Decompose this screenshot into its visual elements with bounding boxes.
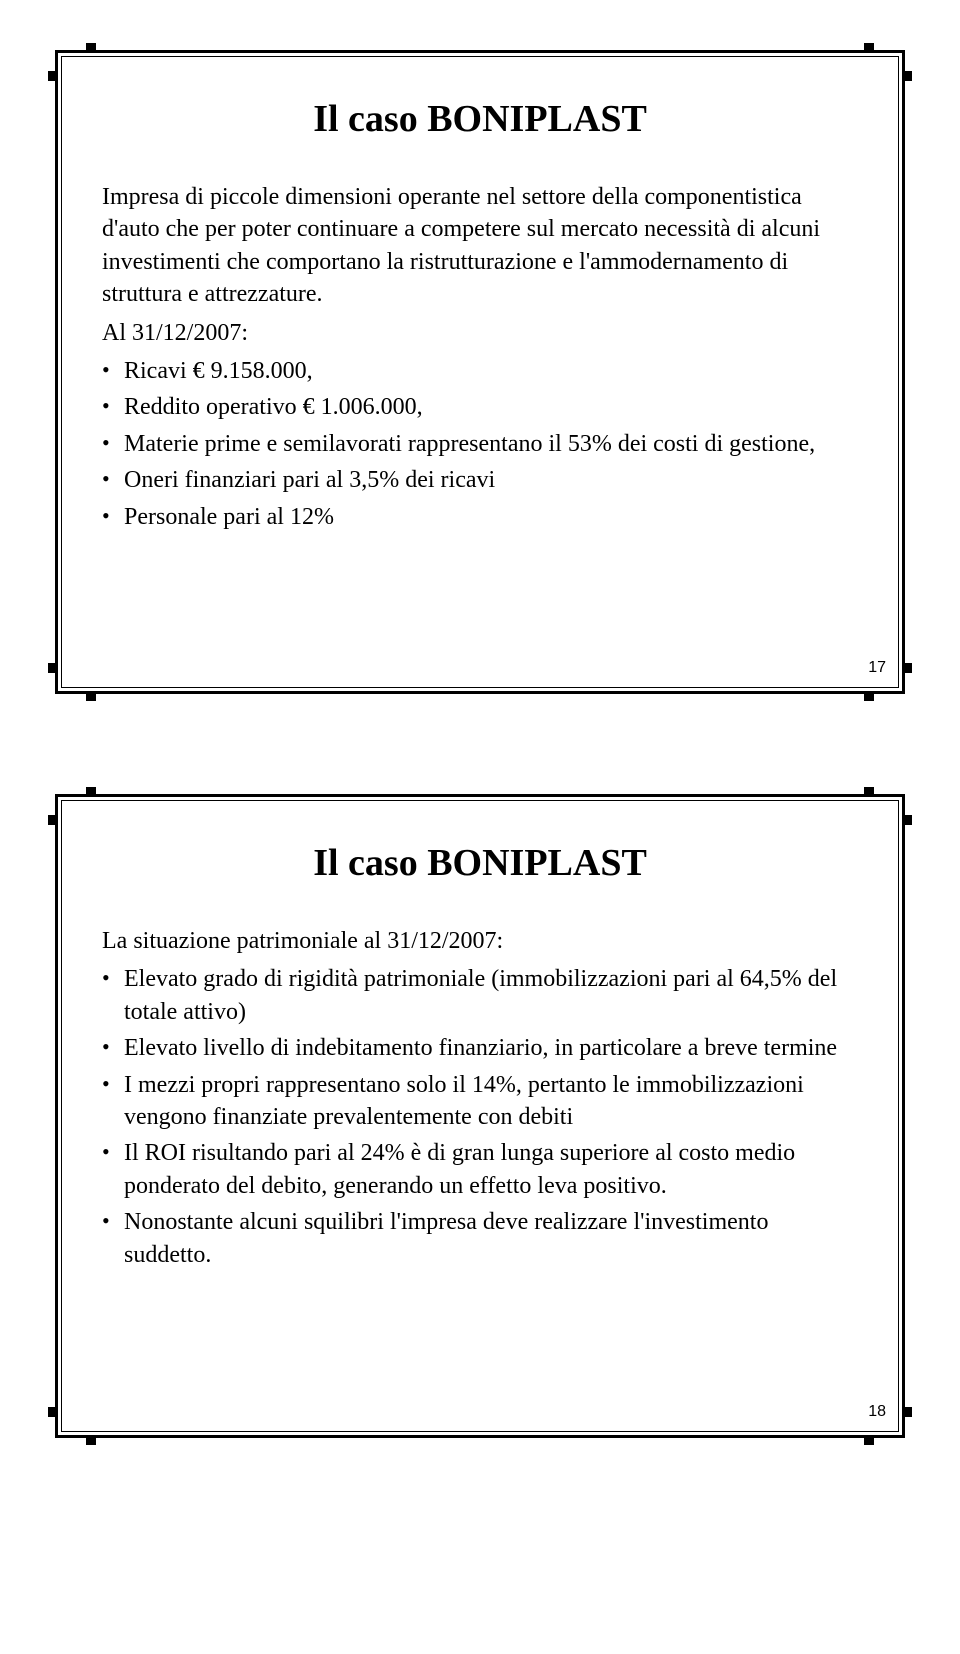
frame-ornament: [864, 43, 874, 53]
frame-ornament: [864, 1435, 874, 1445]
slide-frame-outer: Il caso BONIPLAST Impresa di piccole dim…: [55, 50, 905, 694]
frame-ornament: [864, 787, 874, 797]
slide-1: Il caso BONIPLAST Impresa di piccole dim…: [0, 0, 960, 744]
frame-ornament: [48, 71, 58, 81]
frame-ornament: [48, 663, 58, 673]
bullet-list: Elevato grado di rigidità patrimoniale (…: [102, 963, 858, 1271]
bullet-item: Personale pari al 12%: [102, 501, 858, 533]
intro-paragraph: Impresa di piccole dimensioni operante n…: [102, 181, 858, 311]
bullet-item: Il ROI risultando pari al 24% è di gran …: [102, 1137, 858, 1202]
bullet-item: Ricavi € 9.158.000,: [102, 355, 858, 387]
bullet-item: Elevato grado di rigidità patrimoniale (…: [102, 963, 858, 1028]
frame-ornament: [48, 815, 58, 825]
date-line: Al 31/12/2007:: [102, 317, 858, 349]
bullet-item: I mezzi propri rappresentano solo il 14%…: [102, 1069, 858, 1134]
bullet-item: Oneri finanziari pari al 3,5% dei ricavi: [102, 464, 858, 496]
slide-title: Il caso BONIPLAST: [102, 841, 858, 885]
slide-2: Il caso BONIPLAST La situazione patrimon…: [0, 744, 960, 1488]
frame-ornament: [902, 71, 912, 81]
frame-ornament: [48, 1407, 58, 1417]
frame-ornament: [86, 1435, 96, 1445]
slide-title: Il caso BONIPLAST: [102, 97, 858, 141]
slide-frame-inner: Il caso BONIPLAST La situazione patrimon…: [61, 800, 899, 1432]
frame-ornament: [902, 1407, 912, 1417]
slide-number: 17: [868, 659, 886, 677]
slide-body: La situazione patrimoniale al 31/12/2007…: [102, 925, 858, 1271]
frame-ornament: [86, 43, 96, 53]
lead-line: La situazione patrimoniale al 31/12/2007…: [102, 925, 858, 957]
bullet-item: Reddito operativo € 1.006.000,: [102, 391, 858, 423]
frame-ornament: [864, 691, 874, 701]
bullet-item: Elevato livello di indebitamento finanzi…: [102, 1032, 858, 1064]
bullet-item: Nonostante alcuni squilibri l'impresa de…: [102, 1206, 858, 1271]
bullet-list: Ricavi € 9.158.000, Reddito operativo € …: [102, 355, 858, 533]
slide-frame-outer: Il caso BONIPLAST La situazione patrimon…: [55, 794, 905, 1438]
bullet-item: Materie prime e semilavorati rappresenta…: [102, 428, 858, 460]
slide-frame-inner: Il caso BONIPLAST Impresa di piccole dim…: [61, 56, 899, 688]
frame-ornament: [86, 691, 96, 701]
slide-number: 18: [868, 1403, 886, 1421]
slide-body: Impresa di piccole dimensioni operante n…: [102, 181, 858, 533]
frame-ornament: [902, 663, 912, 673]
frame-ornament: [902, 815, 912, 825]
frame-ornament: [86, 787, 96, 797]
